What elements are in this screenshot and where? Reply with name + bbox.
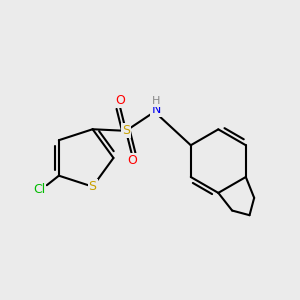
Text: N: N: [152, 103, 161, 116]
Text: Cl: Cl: [33, 184, 45, 196]
Text: O: O: [115, 94, 125, 107]
Text: S: S: [122, 124, 130, 137]
Text: H: H: [152, 96, 160, 106]
Text: S: S: [88, 180, 97, 193]
Text: O: O: [127, 154, 136, 167]
